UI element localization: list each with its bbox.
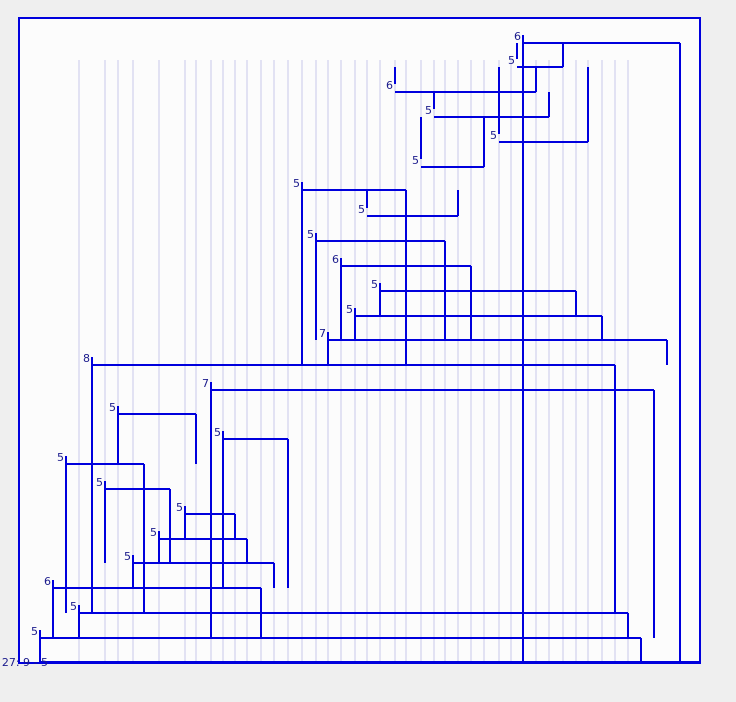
node-label: 8 — [83, 352, 90, 365]
node-label: 5 — [150, 526, 157, 539]
node-label: 5 — [293, 177, 300, 190]
node-label: 5 — [96, 476, 103, 489]
node-label: 5 — [412, 154, 419, 167]
node-label: 5 — [70, 600, 77, 613]
node-label: 5 — [358, 203, 365, 216]
node-label: 5 — [490, 129, 497, 142]
node-label: 5 — [214, 426, 221, 439]
node-label: 5 — [109, 401, 116, 414]
node-label: 5 — [307, 228, 314, 241]
node-label: 6 — [44, 575, 51, 588]
node-label: 5 — [31, 625, 38, 638]
node-label: 6 — [514, 30, 521, 43]
node-label: 5 — [124, 550, 131, 563]
node-label: 6 — [386, 79, 393, 92]
node-label: 7 — [202, 377, 209, 390]
node-label: 6 — [332, 253, 339, 266]
node-label: 5 — [57, 451, 64, 464]
node-label: 5 — [371, 278, 378, 291]
root-label: 27: 9 - 5 — [2, 656, 48, 669]
node-label: 5 — [508, 54, 515, 67]
node-label: 5 — [176, 501, 183, 514]
node-label: 5 — [425, 104, 432, 117]
node-label: 7 — [319, 327, 326, 340]
node-label: 5 — [346, 303, 353, 316]
